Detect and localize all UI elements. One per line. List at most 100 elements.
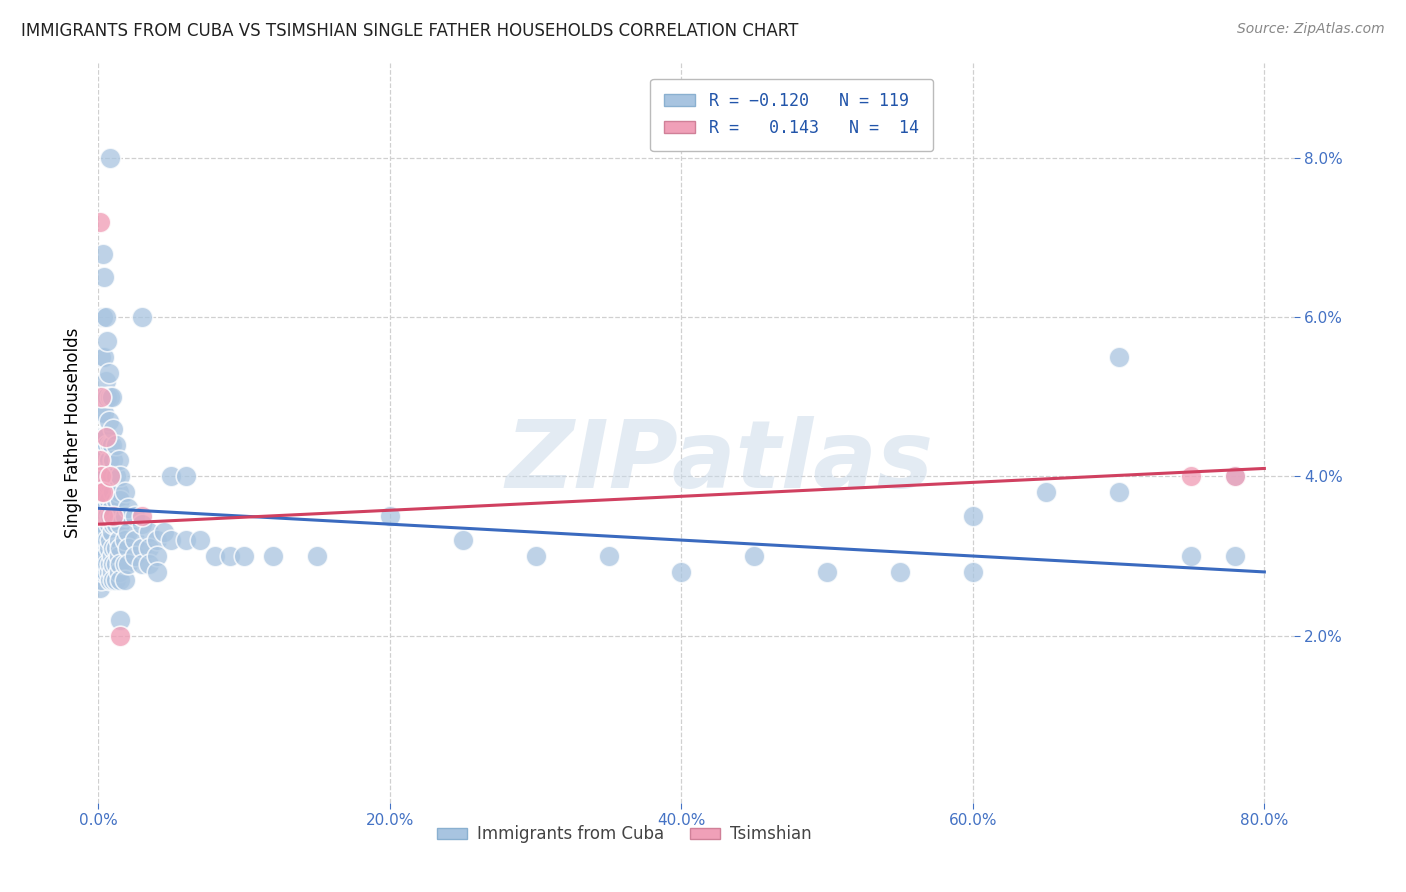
Point [110, 557, 132, 571]
Point [101, 541, 124, 555]
Point [98, 437, 121, 451]
Point [98, 390, 121, 404]
Point [90, 549, 112, 563]
Point [108, 509, 131, 524]
Point [962, 509, 984, 524]
Point [93, 557, 115, 571]
Point [160, 469, 183, 483]
Point [91, 469, 114, 483]
Point [89, 565, 111, 579]
Point [108, 533, 131, 547]
Point [110, 469, 132, 483]
Point [101, 573, 124, 587]
Point [94, 429, 117, 443]
Point [100, 549, 122, 563]
Point [98, 533, 121, 547]
Point [524, 549, 547, 563]
Point [190, 533, 212, 547]
Point [174, 469, 197, 483]
Point [91, 509, 114, 524]
Point [1108, 485, 1130, 500]
Point [138, 557, 160, 571]
Point [93, 270, 115, 285]
Point [114, 509, 136, 524]
Point [108, 453, 131, 467]
Point [93, 445, 115, 459]
Point [110, 517, 132, 532]
Point [160, 533, 183, 547]
Point [117, 525, 139, 540]
Point [90, 350, 112, 364]
Text: ZIPatlas: ZIPatlas [506, 417, 934, 508]
Point [815, 565, 838, 579]
Point [145, 549, 167, 563]
Point [93, 406, 115, 420]
Point [108, 549, 131, 563]
Point [98, 509, 121, 524]
Point [91, 565, 114, 579]
Point [90, 573, 112, 587]
Point [97, 541, 120, 555]
Text: Source: ZipAtlas.com: Source: ZipAtlas.com [1237, 22, 1385, 37]
Point [108, 485, 131, 500]
Point [131, 509, 153, 524]
Point [93, 517, 115, 532]
Point [101, 422, 124, 436]
Point [104, 493, 127, 508]
Point [98, 477, 121, 491]
Point [742, 549, 765, 563]
Point [131, 541, 153, 555]
Point [153, 525, 176, 540]
Point [94, 469, 117, 483]
Point [131, 517, 153, 532]
Point [97, 565, 120, 579]
Point [91, 390, 114, 404]
Point [100, 469, 122, 483]
Point [96, 390, 118, 404]
Point [90, 469, 112, 483]
Point [101, 509, 124, 524]
Point [101, 517, 124, 532]
Point [91, 485, 114, 500]
Point [131, 557, 153, 571]
Point [98, 573, 121, 587]
Point [93, 485, 115, 500]
Point [124, 533, 146, 547]
Point [91, 525, 114, 540]
Y-axis label: Single Father Households: Single Father Households [65, 327, 83, 538]
Point [305, 549, 328, 563]
Point [89, 453, 111, 467]
Point [110, 613, 132, 627]
Point [100, 525, 122, 540]
Point [96, 437, 118, 451]
Point [218, 549, 240, 563]
Point [204, 549, 226, 563]
Point [104, 469, 127, 483]
Point [98, 151, 121, 165]
Point [94, 310, 117, 325]
Point [114, 533, 136, 547]
Point [117, 557, 139, 571]
Point [174, 533, 197, 547]
Point [94, 429, 117, 443]
Point [104, 573, 127, 587]
Point [89, 549, 111, 563]
Point [97, 517, 120, 532]
Point [145, 533, 167, 547]
Point [91, 429, 114, 443]
Point [96, 509, 118, 524]
Point [100, 437, 122, 451]
Point [91, 501, 114, 516]
Point [1225, 469, 1247, 483]
Point [101, 485, 124, 500]
Point [96, 477, 118, 491]
Point [93, 541, 115, 555]
Point [94, 374, 117, 388]
Point [114, 557, 136, 571]
Point [101, 453, 124, 467]
Point [131, 310, 153, 325]
Point [114, 573, 136, 587]
Point [90, 469, 112, 483]
Point [90, 406, 112, 420]
Text: IMMIGRANTS FROM CUBA VS TSIMSHIAN SINGLE FATHER HOUSEHOLDS CORRELATION CHART: IMMIGRANTS FROM CUBA VS TSIMSHIAN SINGLE… [21, 22, 799, 40]
